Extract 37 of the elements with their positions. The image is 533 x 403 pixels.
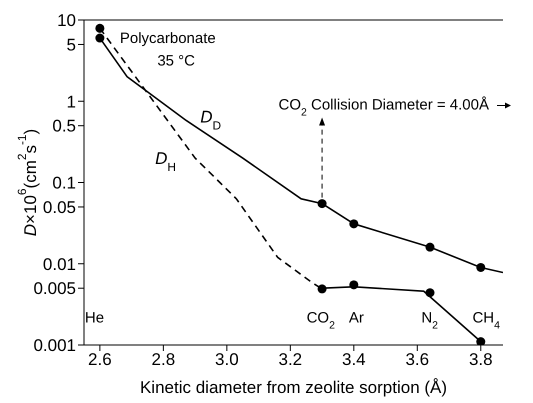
x-tick-label: 3.4 (342, 350, 366, 370)
x-tick-label: 3.2 (278, 350, 302, 370)
point (349, 280, 358, 290)
y-tick-label: 0.5 (52, 116, 76, 136)
x-tick-label: 2.6 (88, 350, 112, 370)
annotation: N$_{2}$ (421, 309, 438, 332)
y-tick-label: 1 (66, 92, 76, 112)
point (476, 262, 486, 272)
point (476, 337, 486, 345)
annotation: CO$_{2}$ Collision Diameter = 4.00Å (278, 96, 489, 118)
y-tick-label: 0.05 (42, 198, 76, 217)
point (425, 242, 435, 252)
y-tick-label: 0.005 (33, 279, 76, 298)
point (425, 288, 435, 298)
annotation: Polycarbonate (120, 30, 216, 47)
x-axis-title: Kinetic diameter from zeolite sorption (Å) (140, 378, 448, 397)
annotation: Ar (348, 309, 364, 326)
annotation: He (84, 309, 104, 326)
point (95, 24, 104, 33)
point (318, 199, 327, 208)
annotation: D$_{H}$ (155, 149, 176, 174)
x-tick-label: 3.8 (468, 350, 493, 370)
point (95, 34, 104, 43)
y-tick-label: 0.01 (42, 254, 76, 274)
annotation: 35 °C (157, 52, 196, 70)
y-tick-label: 0.1 (52, 174, 76, 193)
point (318, 284, 327, 294)
y-tick-label: 0.001 (33, 336, 76, 356)
y-tick-label: 5 (66, 35, 76, 54)
x-tick-label: 3.6 (405, 350, 430, 370)
point (349, 219, 358, 228)
y-tick-label: 10 (57, 11, 76, 30)
annotation: CO$_{2}$ (306, 309, 336, 332)
annotation: D$_{D}$ (200, 107, 222, 132)
x-tick-label: 3.0 (215, 350, 239, 370)
annotation: CH$_{4}$ (472, 309, 500, 332)
x-tick-label: 2.8 (152, 350, 176, 370)
